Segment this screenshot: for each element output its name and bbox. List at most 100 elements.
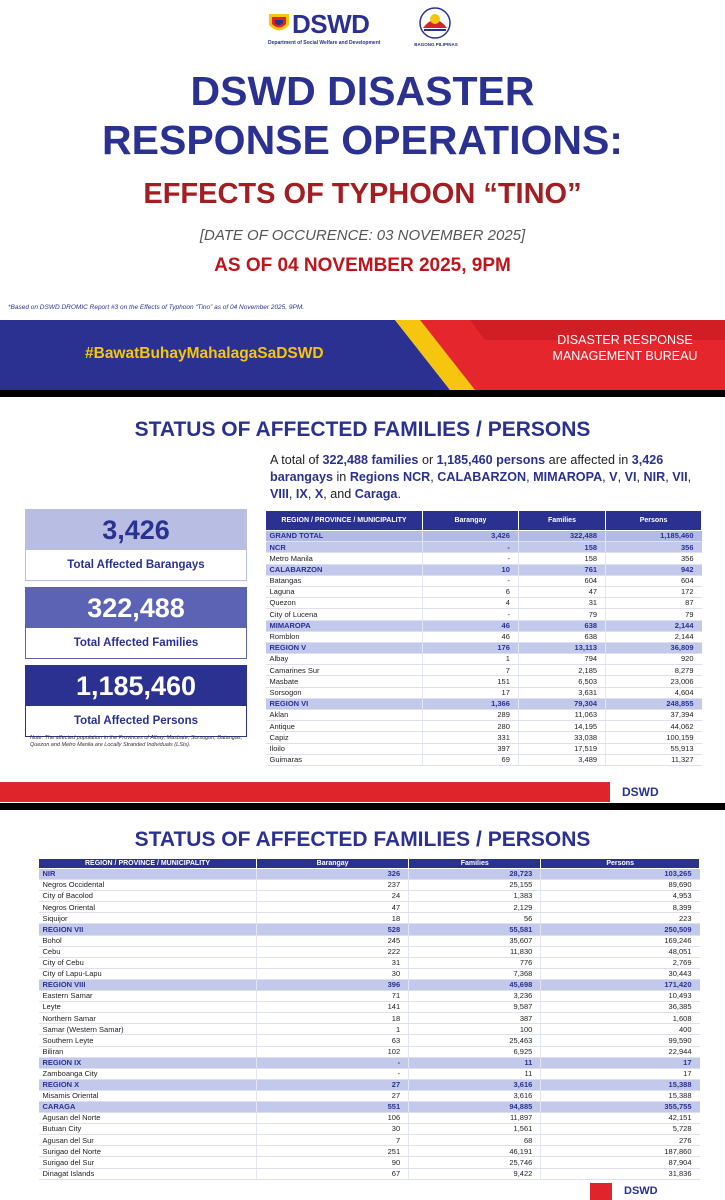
logo-subtext: Department of Social Welfare and Develop… <box>268 40 381 46</box>
count-cell: 30 <box>256 968 409 980</box>
count-cell: 289 <box>421 709 519 722</box>
summary-segment: , <box>307 487 315 501</box>
count-cell: 638 <box>517 620 606 632</box>
count-cell: 22,944 <box>540 1046 700 1058</box>
count-cell: 89,690 <box>540 879 700 892</box>
count-cell: 14,195 <box>517 720 606 733</box>
local-row: Quezon 4 31 87 <box>265 597 702 610</box>
footer-logo-box <box>612 1183 725 1200</box>
footer-bar <box>0 782 725 802</box>
summary-segment: A total of <box>270 453 323 467</box>
count-cell: 7 <box>421 664 519 677</box>
count-cell: 356 <box>605 552 702 565</box>
summary-segment: , <box>687 470 692 484</box>
local-row: Metro Manila -158 356 <box>265 552 702 565</box>
count-cell: 776 <box>408 957 541 969</box>
local-row: Agusan del Sur 7 68 276 <box>38 1134 700 1147</box>
count-cell: 100 <box>408 1023 541 1036</box>
count-cell: 7 <box>256 1134 409 1147</box>
count-cell: 322,488 <box>517 530 606 543</box>
area-name: Misamis Oriental <box>38 1090 257 1102</box>
area-name: MIMAROPA <box>265 620 423 632</box>
region-row: NIR 326 28,723 103,265 <box>38 868 700 881</box>
note: Note: The affected population in the Pro… <box>30 735 243 748</box>
local-row: Dinagat Islands 67 9,422 31,836 <box>38 1168 700 1180</box>
area-name: Aklan <box>265 709 423 722</box>
summary-highlight: Regions NCR <box>349 470 431 484</box>
area-name: Siquijor <box>38 912 257 925</box>
stat-value: 3,426 <box>102 515 170 545</box>
area-name: Northern Samar <box>38 1012 257 1025</box>
count-cell: 6,503 <box>517 675 606 688</box>
count-cell: 280 <box>421 720 519 733</box>
area-name: Southern Leyte <box>38 1034 257 1047</box>
summary-highlight: V <box>609 470 618 484</box>
count-cell: 17 <box>540 1057 700 1069</box>
count-cell: 9,587 <box>408 1001 541 1014</box>
count-cell: 47 <box>517 586 606 599</box>
table-head: REGION / PROVINCE / MUNICIPALITY Barangay… <box>37 858 700 869</box>
local-row: Surigao del Sur 90 25,746 87,904 <box>38 1156 700 1169</box>
count-cell: - <box>256 1068 409 1080</box>
local-row: City of Lapu-Lapu 30 7,368 30,443 <box>38 968 700 980</box>
count-cell: 17 <box>421 687 519 699</box>
count-cell: 33,038 <box>517 731 606 744</box>
column-header: Families <box>408 858 542 869</box>
count-cell: 4 <box>421 597 519 610</box>
count-cell: 99,590 <box>540 1034 700 1047</box>
summary-highlight: 1,185,460 persons <box>436 453 546 467</box>
count-cell: 55,913 <box>605 743 702 755</box>
count-cell: 1,608 <box>540 1012 700 1025</box>
area-name: Eastern Samar <box>38 990 257 1003</box>
count-cell: 356 <box>605 541 702 554</box>
count-cell: 400 <box>540 1023 700 1036</box>
summary-highlight: CALABARZON <box>437 470 527 484</box>
local-row: Cebu 222 11,830 48,051 <box>38 946 700 958</box>
count-cell: 15,388 <box>540 1090 700 1102</box>
local-row: Aklan 289 11,063 37,394 <box>265 709 702 722</box>
count-cell: 8,399 <box>540 901 700 914</box>
data-table: REGION / PROVINCE / MUNICIPALITY Barangay… <box>37 858 700 1180</box>
count-cell: 55,581 <box>408 923 541 936</box>
count-cell: 103,265 <box>540 868 700 881</box>
count-cell: - <box>421 608 519 621</box>
count-cell: 5,728 <box>540 1123 700 1136</box>
count-cell: 63 <box>256 1034 409 1047</box>
summary-segment: are affected in <box>545 453 632 467</box>
status-slide: STATUS OF AFFECTED FAMILIES / PERSONS A … <box>0 397 725 803</box>
area-name: City of Lapu-Lapu <box>38 968 257 980</box>
summary-highlight: NIR <box>643 470 666 484</box>
count-cell: 3,616 <box>408 1079 541 1091</box>
area-name: Surigao del Sur <box>38 1156 257 1169</box>
region-row: CALABARZON 10 761 942 <box>265 564 702 576</box>
count-cell: 331 <box>421 731 519 744</box>
column-header: Persons <box>605 510 702 531</box>
count-cell: 3,489 <box>517 754 606 766</box>
area-name: Antique <box>265 720 423 733</box>
grand-row: GRAND TOTAL 3,426 322,488 1,185,460 <box>265 530 702 543</box>
summary-segment: , <box>636 470 644 484</box>
area-name: Cebu <box>38 946 257 958</box>
local-row: Negros Occidental 237 25,155 89,690 <box>38 879 700 892</box>
bureau-name: DISASTER RESPONSE MANAGEMENT BUREAU <box>540 332 710 364</box>
count-cell: 151 <box>421 675 519 688</box>
stat-label: Total Affected Persons <box>26 706 246 736</box>
count-cell: 11 <box>408 1057 541 1069</box>
count-cell: 44,062 <box>605 720 702 733</box>
count-cell: 35,607 <box>408 935 541 947</box>
area-name: Agusan del Sur <box>38 1134 257 1147</box>
count-cell: 37,394 <box>605 709 702 722</box>
count-cell: 9,422 <box>408 1168 541 1180</box>
table-body: NIR 326 28,723 103,265 Negros Occidental 237 2… <box>38 868 700 1180</box>
count-cell: 102 <box>256 1046 409 1058</box>
hashtag: #BawatBuhayMahalagaSaDSWD <box>85 345 324 362</box>
bureau-line: DISASTER RESPONSE <box>557 333 693 347</box>
summary-segment: , <box>288 487 296 501</box>
summary-highlight: 3,426 barangays <box>270 453 664 484</box>
summary-segment: , <box>526 470 534 484</box>
summary-highlight: MIMAROPA <box>533 470 603 484</box>
region-row: MIMAROPA 46 638 2,144 <box>265 620 702 632</box>
count-cell: 3,426 <box>421 530 519 543</box>
local-row: Guimaras 69 3,489 11,327 <box>265 754 702 766</box>
